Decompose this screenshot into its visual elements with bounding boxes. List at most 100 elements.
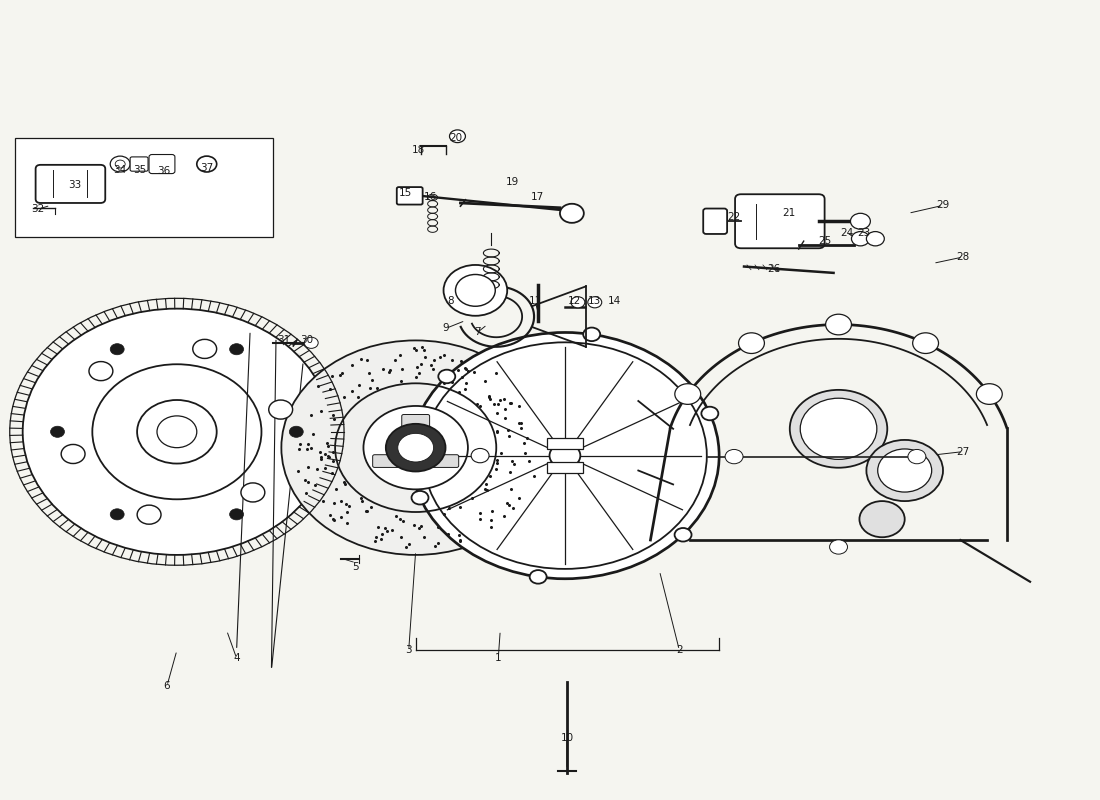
FancyBboxPatch shape [547,462,583,473]
Text: eurospares: eurospares [143,483,300,507]
Text: 35: 35 [133,165,146,174]
Text: 18: 18 [412,145,426,154]
Text: 20: 20 [449,133,462,143]
Text: 31: 31 [277,335,290,346]
Text: 22: 22 [727,212,740,222]
Text: 25: 25 [818,236,832,246]
FancyBboxPatch shape [35,165,106,203]
Text: 28: 28 [956,252,969,262]
Circle shape [471,449,490,462]
Text: 21: 21 [782,208,795,218]
FancyBboxPatch shape [397,187,422,205]
FancyBboxPatch shape [402,414,430,427]
Text: 30: 30 [299,335,312,346]
Circle shape [859,501,904,538]
Text: 26: 26 [767,264,781,274]
Text: 13: 13 [588,296,602,306]
Text: 36: 36 [157,166,170,176]
Circle shape [398,434,433,462]
Text: 37: 37 [200,163,213,173]
FancyBboxPatch shape [703,209,727,234]
Text: 8: 8 [448,296,454,306]
Circle shape [702,406,718,420]
Circle shape [305,338,318,348]
Text: 34: 34 [113,165,127,174]
FancyBboxPatch shape [735,194,825,248]
Text: 27: 27 [956,446,969,457]
Text: 4: 4 [233,653,240,663]
Circle shape [438,370,455,383]
Text: eurospares: eurospares [143,348,300,372]
Text: 5: 5 [353,562,360,572]
Circle shape [410,333,719,578]
Circle shape [268,400,293,419]
Circle shape [560,204,584,223]
Text: 12: 12 [569,296,582,306]
Circle shape [157,416,197,448]
Text: eurospares: eurospares [540,483,698,507]
Text: 15: 15 [399,189,412,198]
Text: 3: 3 [406,646,412,655]
Circle shape [674,528,692,542]
Text: 32: 32 [31,204,44,214]
Text: 33: 33 [68,181,81,190]
Circle shape [913,333,938,354]
Circle shape [230,509,243,520]
Circle shape [550,443,581,468]
Circle shape [89,362,113,381]
FancyBboxPatch shape [547,438,583,450]
Text: 9: 9 [442,323,449,334]
Text: 16: 16 [424,193,437,202]
Circle shape [977,384,1002,404]
Circle shape [241,483,265,502]
Circle shape [571,297,585,308]
Circle shape [62,445,85,463]
Circle shape [738,333,764,354]
Circle shape [829,540,847,554]
Circle shape [110,509,124,520]
Circle shape [116,160,125,168]
Text: 10: 10 [560,733,573,742]
Circle shape [530,570,547,584]
FancyBboxPatch shape [148,154,175,174]
Circle shape [110,344,124,354]
Text: eurospares: eurospares [491,348,649,372]
Circle shape [289,426,304,438]
Circle shape [850,214,870,229]
Text: 2: 2 [676,646,683,655]
Circle shape [867,440,943,501]
Text: 24: 24 [840,228,854,238]
Text: 6: 6 [164,681,170,691]
Circle shape [363,406,468,490]
FancyBboxPatch shape [373,454,400,467]
Circle shape [800,398,877,459]
Text: 14: 14 [608,296,622,306]
Circle shape [192,339,217,358]
Bar [14,138,274,237]
Circle shape [455,274,495,306]
Circle shape [411,491,429,505]
FancyBboxPatch shape [431,454,459,467]
Circle shape [790,390,888,468]
Text: 29: 29 [936,200,949,210]
Circle shape [674,384,701,404]
Circle shape [110,156,130,172]
Circle shape [282,341,550,555]
Text: 19: 19 [506,177,519,186]
Circle shape [587,297,602,308]
Circle shape [878,449,932,492]
Circle shape [23,309,331,555]
Text: 7: 7 [474,327,481,338]
Circle shape [51,426,65,438]
FancyBboxPatch shape [130,157,148,171]
Circle shape [826,314,851,335]
Circle shape [386,424,446,471]
Text: 17: 17 [530,193,543,202]
Text: 11: 11 [528,296,541,306]
Circle shape [908,450,926,464]
Circle shape [443,265,507,316]
Circle shape [867,231,884,246]
Circle shape [138,505,161,524]
Circle shape [230,344,243,354]
Circle shape [725,450,742,464]
